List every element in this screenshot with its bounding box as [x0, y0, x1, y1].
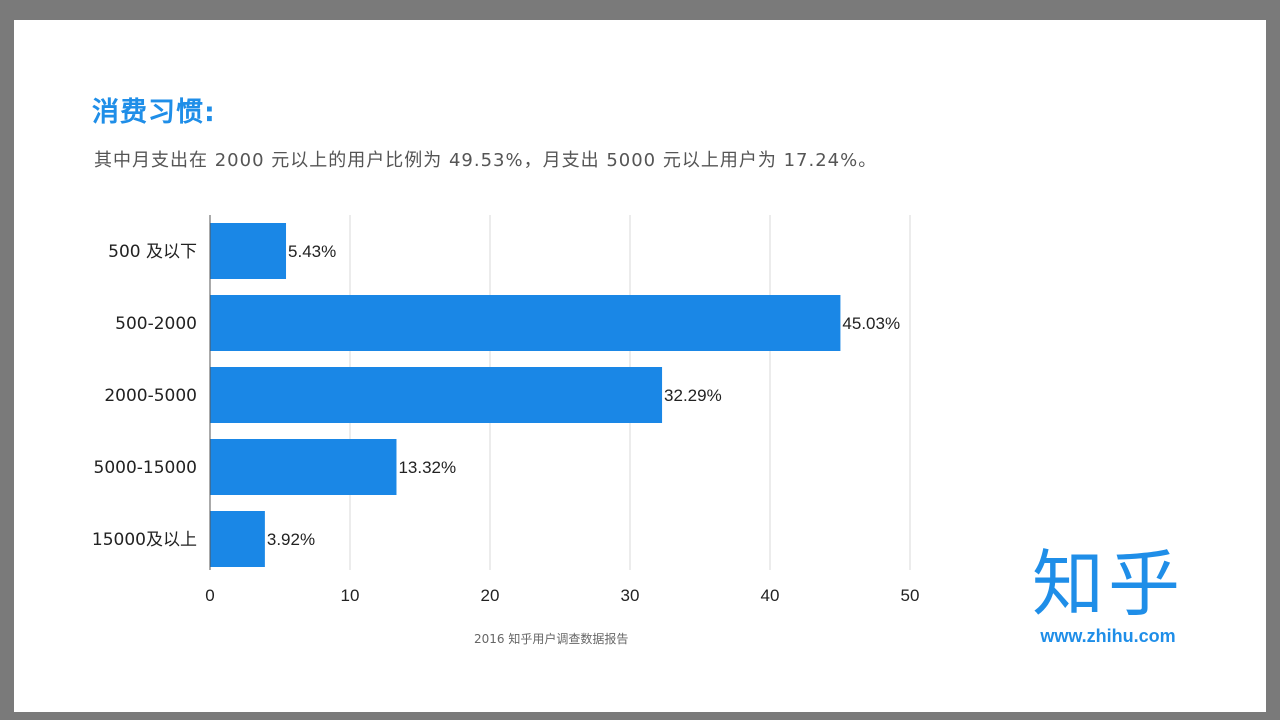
report-footer: 2016 知乎用户调查数据报告 — [474, 632, 629, 646]
category-label: 15000及以上 — [92, 530, 197, 550]
data-label: 3.92% — [267, 530, 315, 549]
slide-heading: 消费习惯: — [92, 97, 216, 128]
category-label: 2000-5000 — [104, 386, 197, 406]
zhihu-logo: 知乎 www.zhihu.com — [1028, 544, 1188, 647]
x-tick-label: 40 — [761, 586, 780, 605]
x-tick-label: 0 — [205, 586, 214, 605]
x-tick-label: 10 — [341, 586, 360, 605]
category-label: 500 及以下 — [108, 242, 197, 262]
data-label: 13.32% — [398, 458, 456, 477]
category-label: 500-2000 — [115, 314, 197, 334]
category-label: 5000-15000 — [94, 458, 197, 478]
x-tick-label: 30 — [621, 586, 640, 605]
data-label: 45.03% — [842, 314, 900, 333]
bar — [210, 511, 265, 567]
zhihu-url: www.zhihu.com — [1040, 626, 1176, 646]
slide-subtitle: 其中月支出在 2000 元以上的用户比例为 49.53%，月支出 5000 元以… — [94, 150, 878, 171]
zhihu-logo-mark: 知乎 — [1031, 542, 1184, 626]
bar — [210, 439, 397, 495]
slide: 消费习惯: 其中月支出在 2000 元以上的用户比例为 49.53%，月支出 5… — [14, 20, 1266, 712]
data-label: 5.43% — [288, 242, 336, 261]
data-label: 32.29% — [664, 386, 722, 405]
bar — [210, 223, 287, 279]
bar — [210, 367, 663, 423]
bar-chart: 500 及以下 5.43% 500-2000 45.03% 2000-5000 32.29… — [92, 215, 920, 605]
bar — [210, 295, 841, 351]
x-tick-label: 20 — [481, 586, 500, 605]
x-tick-label: 50 — [901, 586, 920, 605]
